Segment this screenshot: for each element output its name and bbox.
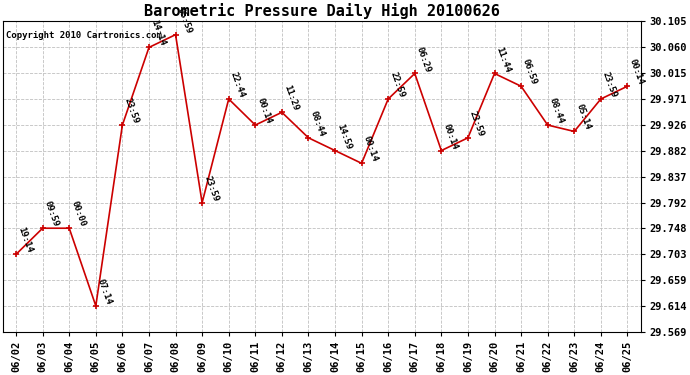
Text: 23:59: 23:59 — [601, 70, 618, 99]
Text: 19:14: 19:14 — [16, 226, 34, 254]
Text: 00:14: 00:14 — [442, 122, 459, 150]
Text: 00:14: 00:14 — [362, 135, 380, 163]
Text: Copyright 2010 Cartronics.com: Copyright 2010 Cartronics.com — [6, 31, 162, 40]
Text: 08:44: 08:44 — [308, 110, 326, 138]
Text: 09:59: 09:59 — [43, 200, 60, 228]
Text: 08:44: 08:44 — [548, 97, 565, 125]
Text: 14:14: 14:14 — [149, 19, 166, 47]
Text: 11:29: 11:29 — [282, 84, 299, 112]
Text: 05:59: 05:59 — [175, 6, 193, 34]
Text: 23:59: 23:59 — [122, 97, 140, 125]
Text: 07:14: 07:14 — [96, 278, 113, 306]
Text: 22:44: 22:44 — [228, 70, 246, 99]
Text: 23:59: 23:59 — [202, 174, 220, 203]
Text: 23:59: 23:59 — [468, 110, 486, 138]
Text: 00:00: 00:00 — [69, 200, 87, 228]
Text: 14:59: 14:59 — [335, 122, 353, 150]
Text: 06:59: 06:59 — [521, 58, 539, 86]
Text: 06:29: 06:29 — [415, 45, 433, 74]
Text: 22:59: 22:59 — [388, 70, 406, 99]
Title: Barometric Pressure Daily High 20100626: Barometric Pressure Daily High 20100626 — [144, 3, 500, 19]
Text: 00:14: 00:14 — [627, 58, 645, 86]
Text: 11:44: 11:44 — [495, 45, 512, 74]
Text: 00:14: 00:14 — [255, 97, 273, 125]
Text: 05:14: 05:14 — [574, 103, 592, 132]
